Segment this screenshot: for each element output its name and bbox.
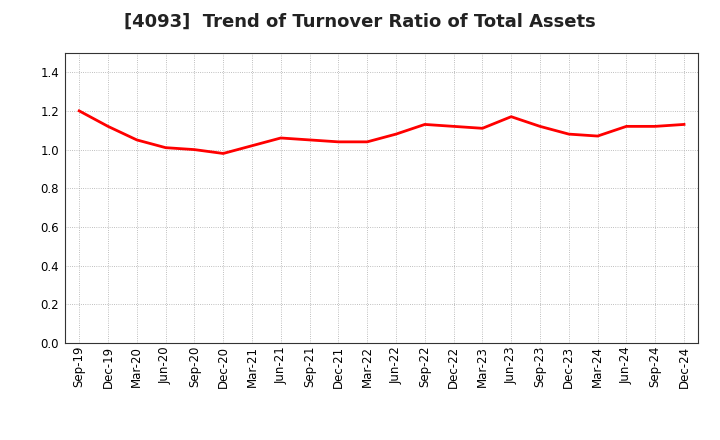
- Text: [4093]  Trend of Turnover Ratio of Total Assets: [4093] Trend of Turnover Ratio of Total …: [124, 13, 596, 31]
